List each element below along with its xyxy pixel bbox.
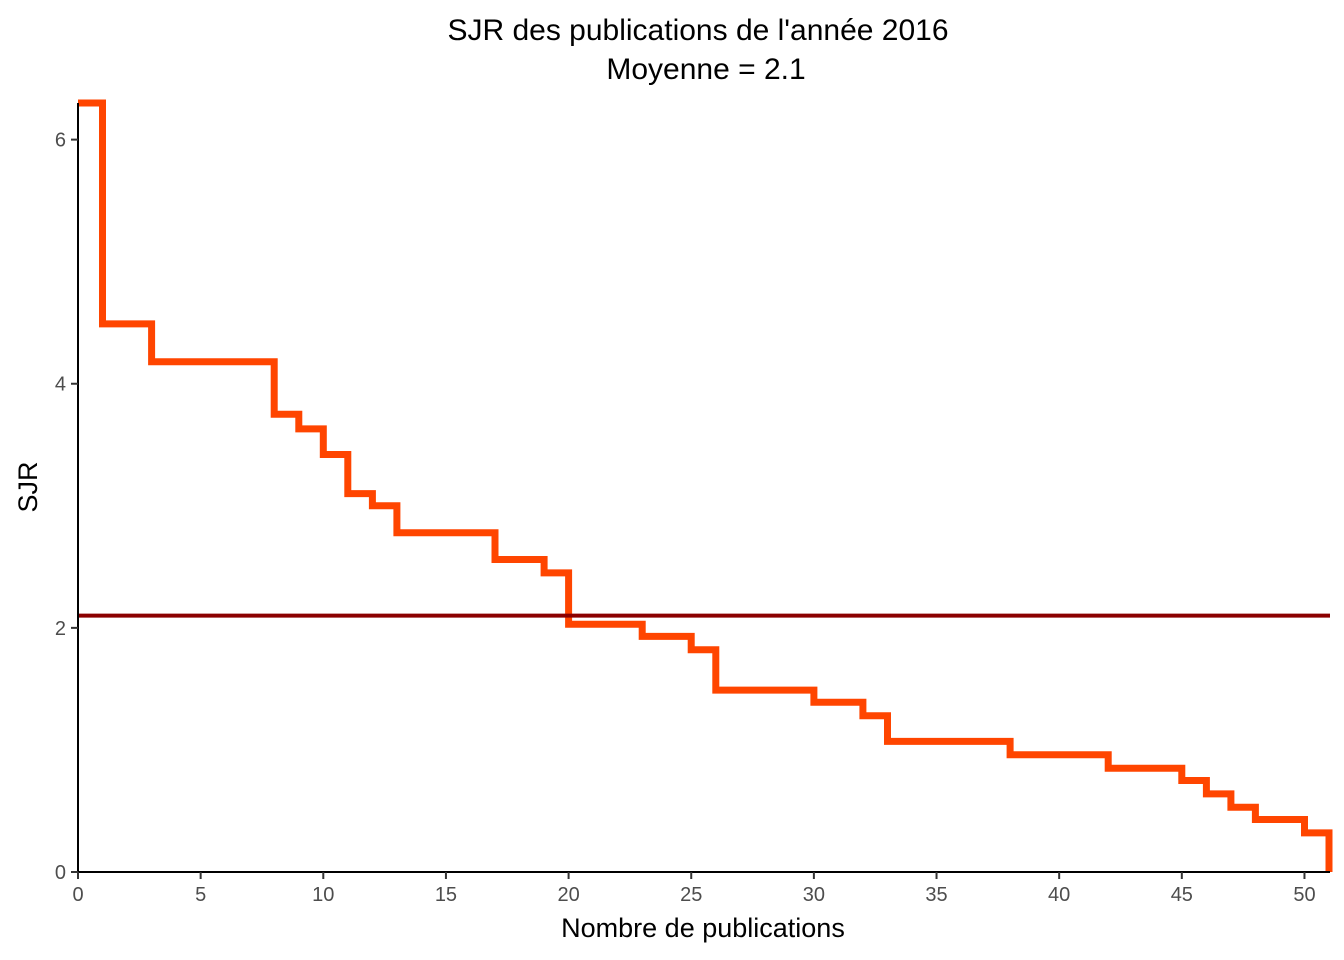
x-tick-label: 10: [312, 884, 334, 906]
y-tick-label: 0: [55, 862, 66, 884]
x-axis-title: Nombre de publications: [561, 913, 845, 943]
x-tick-label: 45: [1171, 884, 1193, 906]
chart-subtitle: Moyenne = 2.1: [606, 53, 805, 86]
x-tick-label: 50: [1293, 884, 1315, 906]
y-tick-label: 4: [55, 374, 66, 396]
x-tick-label: 35: [925, 884, 947, 906]
x-tick-label: 20: [557, 884, 579, 906]
x-tick-label: 15: [435, 884, 457, 906]
x-tick-label: 40: [1048, 884, 1070, 906]
plot-area: [78, 99, 1333, 872]
x-tick-label: 30: [803, 884, 825, 906]
y-tick-label: 6: [55, 130, 66, 152]
y-axis-ticks: 0 2 4 6: [55, 130, 78, 884]
x-tick-label: 25: [680, 884, 702, 906]
y-axis-title: SJR: [13, 461, 43, 512]
chart-title: SJR des publications de l'année 2016: [447, 14, 948, 47]
y-tick-label: 2: [55, 618, 66, 640]
sjr-step-line-0: [78, 99, 1333, 872]
x-tick-label: 5: [195, 884, 206, 906]
x-axis-ticks: 0 5 10 15 20 25 30 35 40 45 50: [72, 872, 1316, 906]
x-tick-label: 0: [72, 884, 83, 906]
